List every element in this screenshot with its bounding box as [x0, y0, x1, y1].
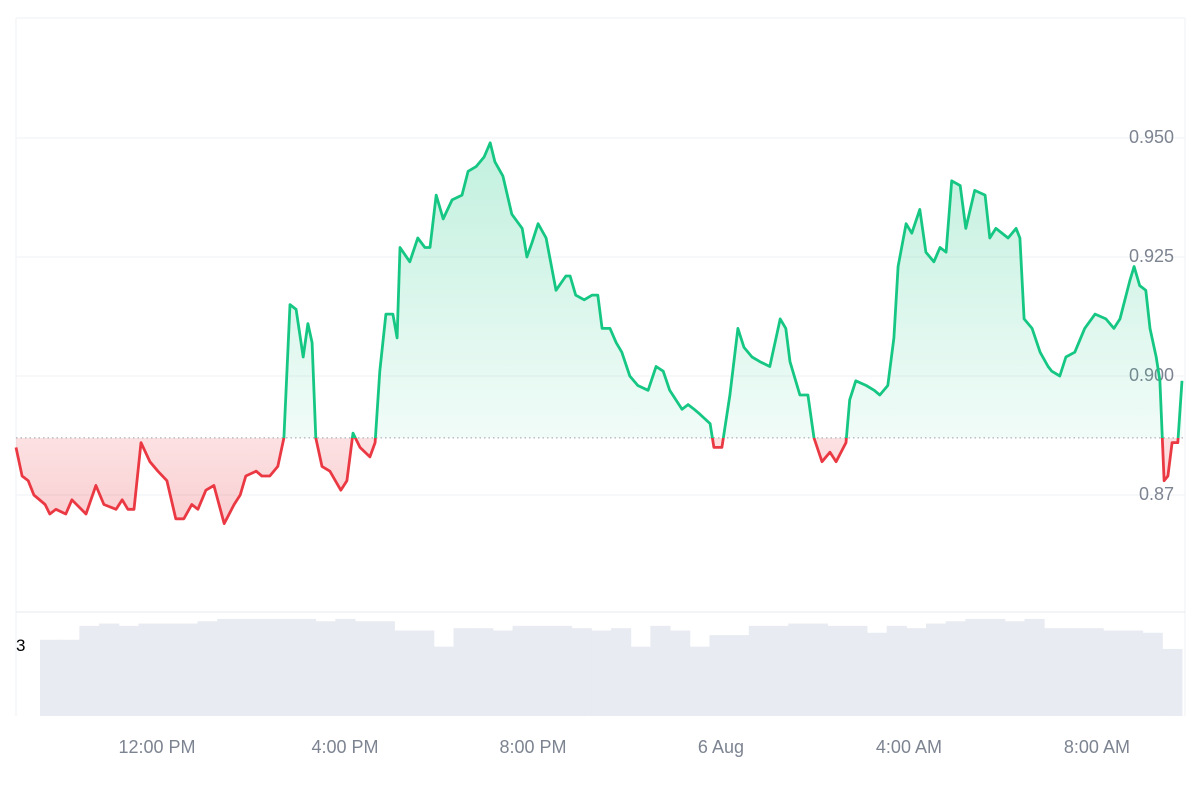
- y-tick-label: 0.950: [1129, 127, 1174, 147]
- area-fill: [16, 142, 1182, 524]
- x-tick-label: 4:00 AM: [876, 737, 942, 757]
- volume-bar: [571, 628, 592, 716]
- y-tick-label: 0.87: [1139, 484, 1174, 504]
- volume-bar: [315, 621, 336, 716]
- volume-bar: [355, 621, 376, 716]
- volume-bar: [906, 628, 927, 716]
- volume-bar: [295, 618, 317, 716]
- volume-bar: [335, 618, 356, 716]
- volume-bar: [1103, 630, 1124, 716]
- volume-tick-label: 3: [16, 636, 25, 655]
- volume-bar: [1024, 618, 1045, 716]
- volume-bar: [866, 632, 888, 716]
- volume-bar: [788, 623, 809, 716]
- volume-bar: [1083, 628, 1104, 716]
- volume-bar: [197, 621, 218, 716]
- volume-bar: [40, 639, 61, 716]
- volume-bar: [473, 628, 494, 716]
- volume-bar: [630, 646, 651, 716]
- x-tick-label: 4:00 PM: [311, 737, 378, 757]
- volume-bar: [177, 623, 199, 716]
- volume-bar: [256, 618, 277, 716]
- volume-bar: [807, 623, 829, 716]
- volume-bar: [926, 623, 947, 716]
- price-line: [14, 141, 1184, 525]
- x-tick-label: 6 Aug: [698, 737, 744, 757]
- volume-bar: [217, 618, 238, 716]
- volume-bar: [847, 625, 868, 716]
- volume-bar: [532, 625, 553, 716]
- volume-bar: [138, 623, 159, 716]
- volume-bar: [118, 625, 139, 716]
- volume-bar: [453, 628, 474, 716]
- volume-bar: [492, 630, 514, 716]
- volume-bar: [689, 646, 710, 716]
- x-tick-label: 8:00 PM: [499, 737, 566, 757]
- volume-bar: [1122, 630, 1144, 716]
- volume-bar: [591, 630, 612, 716]
- x-tick-label: 8:00 AM: [1064, 737, 1130, 757]
- volume-bar: [374, 621, 395, 716]
- volume-bar: [965, 618, 986, 716]
- volume-bar: [827, 625, 848, 716]
- volume-bar: [945, 621, 966, 716]
- volume-bar: [512, 625, 533, 716]
- volume-bar: [611, 628, 632, 716]
- volume-bar: [729, 635, 750, 716]
- volume-bar: [1142, 632, 1163, 716]
- volume-bar: [748, 625, 770, 716]
- volume-bar: [99, 623, 120, 716]
- volume-bar: [1004, 621, 1025, 716]
- volume-bar: [551, 625, 573, 716]
- volume-bar: [414, 630, 435, 716]
- volume-bar: [276, 618, 297, 716]
- y-tick-label: 0.925: [1129, 246, 1174, 266]
- volume-bar: [709, 635, 730, 716]
- x-tick-label: 12:00 PM: [118, 737, 195, 757]
- volume-bar: [79, 625, 100, 716]
- volume-bar: [768, 625, 789, 716]
- volume-bar: [433, 646, 454, 716]
- volume-bar: [985, 618, 1006, 716]
- volume-bar: [59, 639, 80, 716]
- volume-bar: [158, 623, 179, 716]
- volume-bar: [1063, 628, 1085, 716]
- volume-bar: [650, 625, 671, 716]
- volume-bar: [670, 630, 691, 716]
- volume-bar: [1044, 628, 1065, 716]
- volume-bar: [1162, 648, 1183, 716]
- volume-bar: [886, 625, 907, 716]
- volume-bar: [394, 630, 415, 716]
- volume-bar: [236, 618, 258, 716]
